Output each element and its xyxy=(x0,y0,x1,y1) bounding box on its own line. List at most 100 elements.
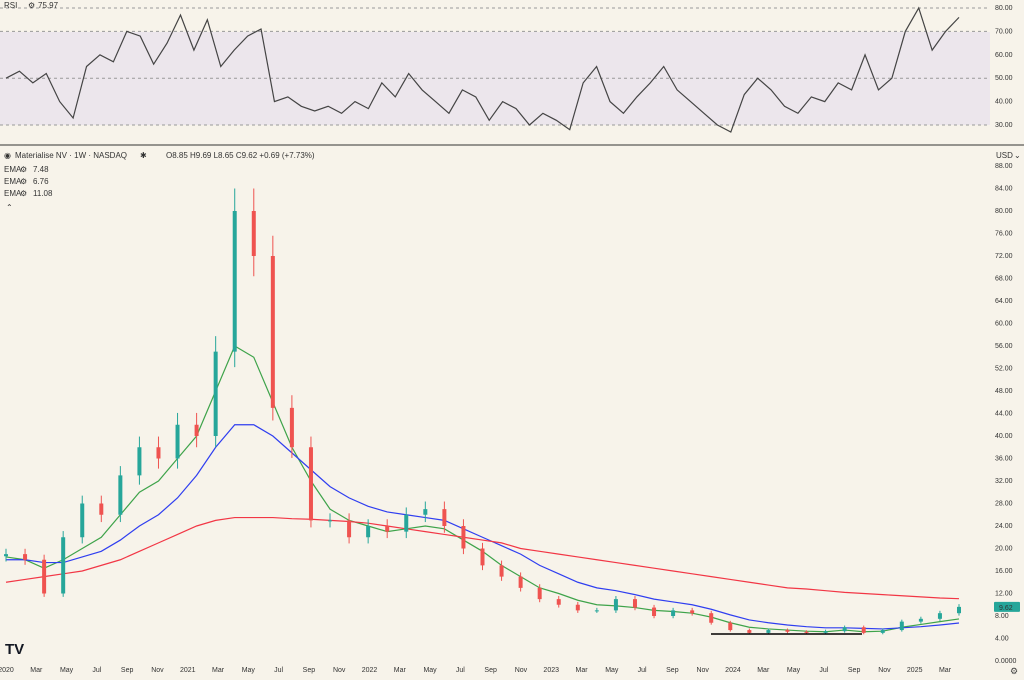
price-axis-tick: 20.00 xyxy=(995,546,1013,553)
candle-body xyxy=(423,509,428,515)
x-axis-tick: May xyxy=(60,667,74,674)
price-axis-tick: 0.0000 xyxy=(995,658,1017,665)
price-axis-tick: 76.00 xyxy=(995,231,1013,238)
x-axis-tick: 2022 xyxy=(362,667,378,674)
x-axis-tick: Mar xyxy=(575,667,588,674)
price-axis-tick: 64.00 xyxy=(995,298,1013,305)
x-axis-tick: May xyxy=(423,667,437,674)
current-price-label-bg xyxy=(994,601,1020,612)
x-axis-tick: Nov xyxy=(515,667,528,674)
candle-body xyxy=(518,576,523,588)
candle-body xyxy=(785,630,790,632)
candle-body xyxy=(804,631,809,633)
candle-body xyxy=(118,475,123,515)
rsi-header: RSI ⚙ 75.97 xyxy=(4,1,59,10)
candle-body xyxy=(308,447,313,521)
candle-body xyxy=(861,627,866,633)
ema-value-1: 7.48 xyxy=(33,165,49,174)
rsi-axis-tick: 50.00 xyxy=(995,75,1013,82)
candle-body xyxy=(328,520,333,522)
candle-body xyxy=(270,256,275,408)
candle-body xyxy=(251,211,256,256)
candle-body xyxy=(709,613,714,623)
price-axis-tick: 52.00 xyxy=(995,366,1013,373)
candle-body xyxy=(957,606,961,614)
x-axis-tick: Jul xyxy=(274,667,283,674)
price-axis-tick: 60.00 xyxy=(995,321,1013,328)
x-axis-tick: 2025 xyxy=(907,667,923,674)
x-axis-tick: 2020 xyxy=(0,667,14,674)
x-axis-tick: Sep xyxy=(666,667,679,674)
ema-settings-icon-2[interactable]: ⚙ xyxy=(20,177,27,186)
x-axis-tick: Mar xyxy=(30,667,43,674)
settings-icon[interactable]: ⚙ xyxy=(1010,666,1018,676)
currency-label: USD xyxy=(996,151,1013,160)
price-axis-tick: 40.00 xyxy=(995,433,1013,440)
rsi-panel xyxy=(0,6,990,133)
ema-value-2: 6.76 xyxy=(33,177,49,186)
x-axis-tick: Jul xyxy=(638,667,647,674)
rsi-axis-tick: 70.00 xyxy=(995,28,1013,35)
candle-body xyxy=(80,503,85,538)
candle-body xyxy=(4,554,8,557)
price-axis-tick: 16.00 xyxy=(995,568,1013,575)
ema-label-3: EMA xyxy=(4,189,22,198)
ema-settings-icon-3[interactable]: ⚙ xyxy=(20,189,27,198)
rsi-line xyxy=(5,6,960,133)
x-axis-tick: Mar xyxy=(757,667,770,674)
x-axis-tick: Nov xyxy=(333,667,346,674)
x-axis-tick: Nov xyxy=(696,667,709,674)
candle-body xyxy=(632,599,637,608)
candle-body xyxy=(556,599,561,605)
candle-body xyxy=(899,621,904,631)
ema-settings-icon-1[interactable]: ⚙ xyxy=(20,165,27,174)
x-axis-tick: Nov xyxy=(878,667,891,674)
x-axis-tick: Jul xyxy=(819,667,828,674)
price-axis-tick: 88.00 xyxy=(995,163,1013,170)
price-axis-tick: 8.00 xyxy=(995,613,1009,620)
ema-line xyxy=(6,424,960,630)
candle-body xyxy=(537,587,542,600)
price-axis-tick: 84.00 xyxy=(995,186,1013,193)
candle-body xyxy=(671,610,676,616)
candle-body xyxy=(23,554,28,560)
price-axis-tick: 44.00 xyxy=(995,411,1013,418)
collapse-icon[interactable]: ⌃ xyxy=(6,203,13,212)
candle-body xyxy=(499,565,504,577)
x-axis-tick: Mar xyxy=(394,667,407,674)
candle-body xyxy=(880,630,885,633)
axes: 80.00 70.00 60.00 50.00 40.00 30.00 88.00 84.00… xyxy=(0,5,1020,674)
settings-icon[interactable]: ⚙ xyxy=(28,1,35,10)
candle-body xyxy=(823,631,828,633)
candle-body xyxy=(747,630,752,633)
x-axis-tick: 2024 xyxy=(725,667,741,674)
rsi-axis-tick: 80.00 xyxy=(995,5,1013,12)
candle-body xyxy=(156,447,161,459)
candle-body xyxy=(175,424,180,459)
price-axis-tick: 32.00 xyxy=(995,478,1013,485)
candle-body xyxy=(194,424,199,436)
price-axis-tick: 68.00 xyxy=(995,276,1013,283)
rsi-axis-tick: 30.00 xyxy=(995,122,1013,129)
candle-body xyxy=(461,526,466,549)
price-axis-tick: 72.00 xyxy=(995,253,1013,260)
price-axis-tick: 24.00 xyxy=(995,523,1013,530)
candle-body xyxy=(213,351,218,436)
chevron-down-icon[interactable]: ⌄ xyxy=(1014,151,1021,160)
candle-body xyxy=(42,559,47,594)
ema-value-3: 11.08 xyxy=(33,189,53,198)
symbol-icon: ◉ xyxy=(4,151,11,160)
candle-body xyxy=(766,630,771,633)
candle-body xyxy=(594,610,599,612)
candle-body xyxy=(99,503,104,515)
candle-body xyxy=(404,514,409,532)
x-axis-tick: Jul xyxy=(92,667,101,674)
candle-body xyxy=(442,509,447,526)
candle-body xyxy=(289,407,294,448)
x-axis-tick: Mar xyxy=(939,667,952,674)
candle-body xyxy=(937,613,942,619)
x-axis-tick: May xyxy=(242,667,256,674)
candle-body xyxy=(480,548,485,566)
x-axis-tick: Sep xyxy=(303,667,316,674)
